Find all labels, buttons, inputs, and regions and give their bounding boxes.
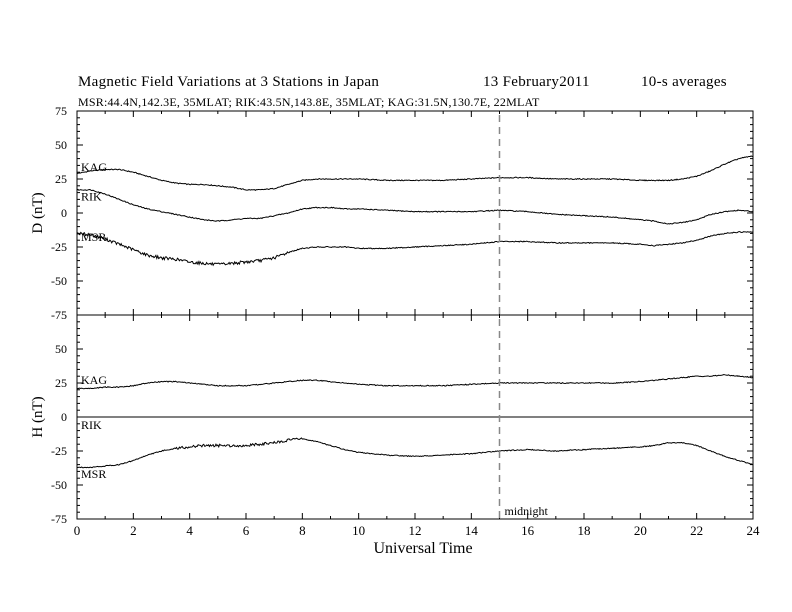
- series-kag-h: [76, 373, 754, 390]
- x-tick-label: 14: [465, 523, 479, 538]
- y-tick-label: -50: [51, 274, 67, 288]
- x-tick-label: 12: [409, 523, 422, 538]
- y-tick-label: -50: [51, 478, 67, 492]
- x-tick-label: 10: [352, 523, 365, 538]
- series-label-msr: MSR: [81, 467, 106, 481]
- series-label-rik: RIK: [81, 189, 102, 203]
- panel-frame-d: [76, 110, 754, 316]
- x-tick-label: 6: [243, 523, 250, 538]
- y-tick-label: 0: [61, 410, 67, 424]
- y-tick-label: -25: [51, 240, 67, 254]
- series-label-msr: MSR: [81, 230, 106, 244]
- chart-title: Magnetic Field Variations at 3 Stations …: [78, 74, 380, 90]
- midnight-label: midnight: [505, 504, 549, 518]
- chart-averaging: 10-s averages: [641, 74, 727, 90]
- y-tick-label: -75: [51, 512, 67, 526]
- x-tick-label: 8: [299, 523, 306, 538]
- y-tick-label: 25: [55, 172, 67, 186]
- series-kag-d: [76, 155, 754, 191]
- x-tick-label: 22: [690, 523, 703, 538]
- x-tick-label: 16: [521, 523, 535, 538]
- y-axis-label: D (nT): [30, 192, 46, 233]
- series-msr-h: [76, 437, 754, 469]
- y-axis-label: H (nT): [30, 396, 46, 437]
- x-tick-label: 24: [747, 523, 761, 538]
- series-rik-d: [76, 188, 754, 225]
- panel-frame-h: [76, 314, 754, 520]
- x-tick-label: 2: [130, 523, 137, 538]
- x-tick-label: 20: [634, 523, 647, 538]
- y-tick-label: 25: [55, 376, 67, 390]
- x-axis-label: Universal Time: [373, 540, 472, 557]
- series-label-kag: KAG: [81, 373, 107, 387]
- chart-date: 13 February2011: [483, 74, 590, 90]
- stations-info: MSR:44.4N,142.3E, 35MLAT; RIK:43.5N,143.…: [78, 95, 540, 109]
- series-label-kag: KAG: [81, 160, 107, 174]
- x-tick-label: 18: [578, 523, 591, 538]
- x-tick-label: 4: [186, 523, 193, 538]
- x-tick-label: 0: [74, 523, 81, 538]
- series-msr-d: [76, 231, 754, 267]
- y-tick-label: 75: [55, 104, 67, 118]
- y-tick-label: 50: [55, 342, 67, 356]
- y-tick-label: -75: [51, 308, 67, 322]
- y-tick-label: -25: [51, 444, 67, 458]
- series-label-rik: RIK: [81, 418, 102, 432]
- y-tick-label: 50: [55, 138, 67, 152]
- y-tick-label: 0: [61, 206, 67, 220]
